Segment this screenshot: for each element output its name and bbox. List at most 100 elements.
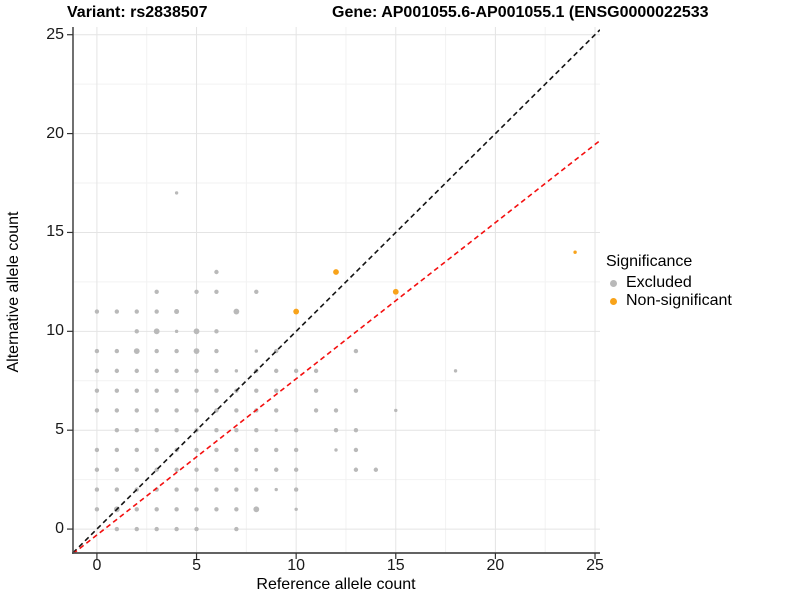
data-point: [174, 388, 179, 393]
data-point: [353, 388, 359, 393]
data-point: [234, 487, 239, 492]
data-point: [174, 368, 179, 374]
data-point: [94, 447, 100, 453]
data-point: [154, 309, 159, 314]
data-point: [293, 447, 299, 453]
gene-title: Gene: AP001055.6-AP001055.1 (ENSG0000022…: [332, 4, 709, 21]
data-point: [254, 428, 259, 433]
y-tick-label: 15: [46, 223, 64, 241]
variant-title: Variant: rs2838507: [67, 4, 208, 21]
data-point: [392, 288, 399, 295]
legend-item-label: Non-significant: [626, 292, 732, 309]
data-point: [453, 369, 458, 373]
data-point: [114, 428, 120, 433]
x-axis-title: Reference allele count: [256, 576, 416, 593]
y-tick-label: 5: [55, 421, 64, 439]
data-point: [573, 250, 577, 254]
data-point: [114, 408, 120, 413]
data-point: [313, 368, 319, 374]
data-point: [114, 348, 120, 354]
data-point: [293, 368, 299, 374]
data-point: [274, 388, 279, 393]
data-point: [193, 328, 200, 335]
data-point: [234, 467, 239, 472]
data-point: [234, 408, 239, 413]
data-point: [353, 348, 359, 354]
data-point: [94, 309, 100, 314]
data-point: [94, 487, 100, 492]
data-point: [194, 526, 199, 532]
data-point: [134, 467, 139, 472]
data-point: [214, 428, 219, 433]
data-point: [174, 191, 179, 195]
data-point: [94, 388, 100, 393]
data-point: [254, 468, 259, 472]
data-point: [214, 388, 219, 393]
data-point: [174, 487, 179, 492]
data-point: [114, 487, 120, 492]
data-point: [174, 467, 179, 472]
data-point: [174, 507, 179, 512]
y-tick-label: 10: [46, 322, 64, 340]
data-point: [134, 309, 139, 314]
data-point: [214, 447, 219, 453]
data-point: [134, 368, 139, 374]
x-tick-label: 15: [386, 557, 405, 574]
data-point: [134, 388, 139, 393]
data-point: [154, 507, 159, 512]
data-point: [194, 388, 199, 393]
y-tick-label: 0: [55, 520, 64, 538]
data-point: [154, 368, 159, 374]
data-point: [313, 408, 319, 413]
data-point: [313, 388, 319, 393]
data-point: [134, 447, 139, 453]
data-point: [274, 447, 279, 453]
data-point: [293, 428, 299, 433]
data-point: [194, 408, 199, 413]
legend-item-non-significant: Non-significant: [606, 292, 798, 310]
data-point: [274, 408, 279, 413]
legend-item-excluded: Excluded: [606, 274, 798, 292]
data-point: [174, 526, 179, 532]
series-excluded: [94, 191, 458, 532]
data-point: [134, 428, 139, 433]
series-non-significant: [293, 250, 577, 315]
data-point: [94, 507, 100, 512]
data-point: [174, 309, 180, 315]
data-point: [254, 388, 259, 393]
data-point: [293, 308, 300, 315]
data-point: [154, 526, 159, 532]
data-point: [214, 368, 219, 374]
data-point: [214, 507, 219, 512]
data-point: [373, 467, 379, 472]
x-tick-label: 20: [486, 557, 505, 574]
data-point: [293, 487, 299, 492]
excluded-dot-icon: [610, 279, 617, 287]
data-point: [134, 526, 139, 532]
data-point: [214, 487, 219, 492]
data-point: [234, 447, 239, 453]
data-point: [194, 487, 199, 492]
x-tick-label: 5: [192, 557, 201, 574]
data-point: [94, 348, 100, 354]
data-point: [174, 428, 179, 433]
data-point: [333, 269, 339, 275]
data-point: [353, 428, 359, 433]
data-point: [154, 348, 159, 354]
data-point: [293, 467, 299, 472]
data-point: [353, 467, 359, 472]
legend: Significance Excluded Non-significant: [606, 253, 798, 310]
data-point: [174, 348, 179, 354]
data-point: [214, 269, 219, 275]
data-point: [154, 408, 159, 413]
data-point: [194, 289, 199, 294]
data-point: [214, 289, 219, 294]
data-point: [254, 289, 259, 294]
data-point: [114, 526, 120, 532]
data-point: [274, 467, 279, 472]
data-point: [353, 447, 359, 453]
data-point: [94, 368, 100, 374]
data-point: [234, 526, 239, 532]
x-tick-label: 25: [586, 557, 604, 574]
